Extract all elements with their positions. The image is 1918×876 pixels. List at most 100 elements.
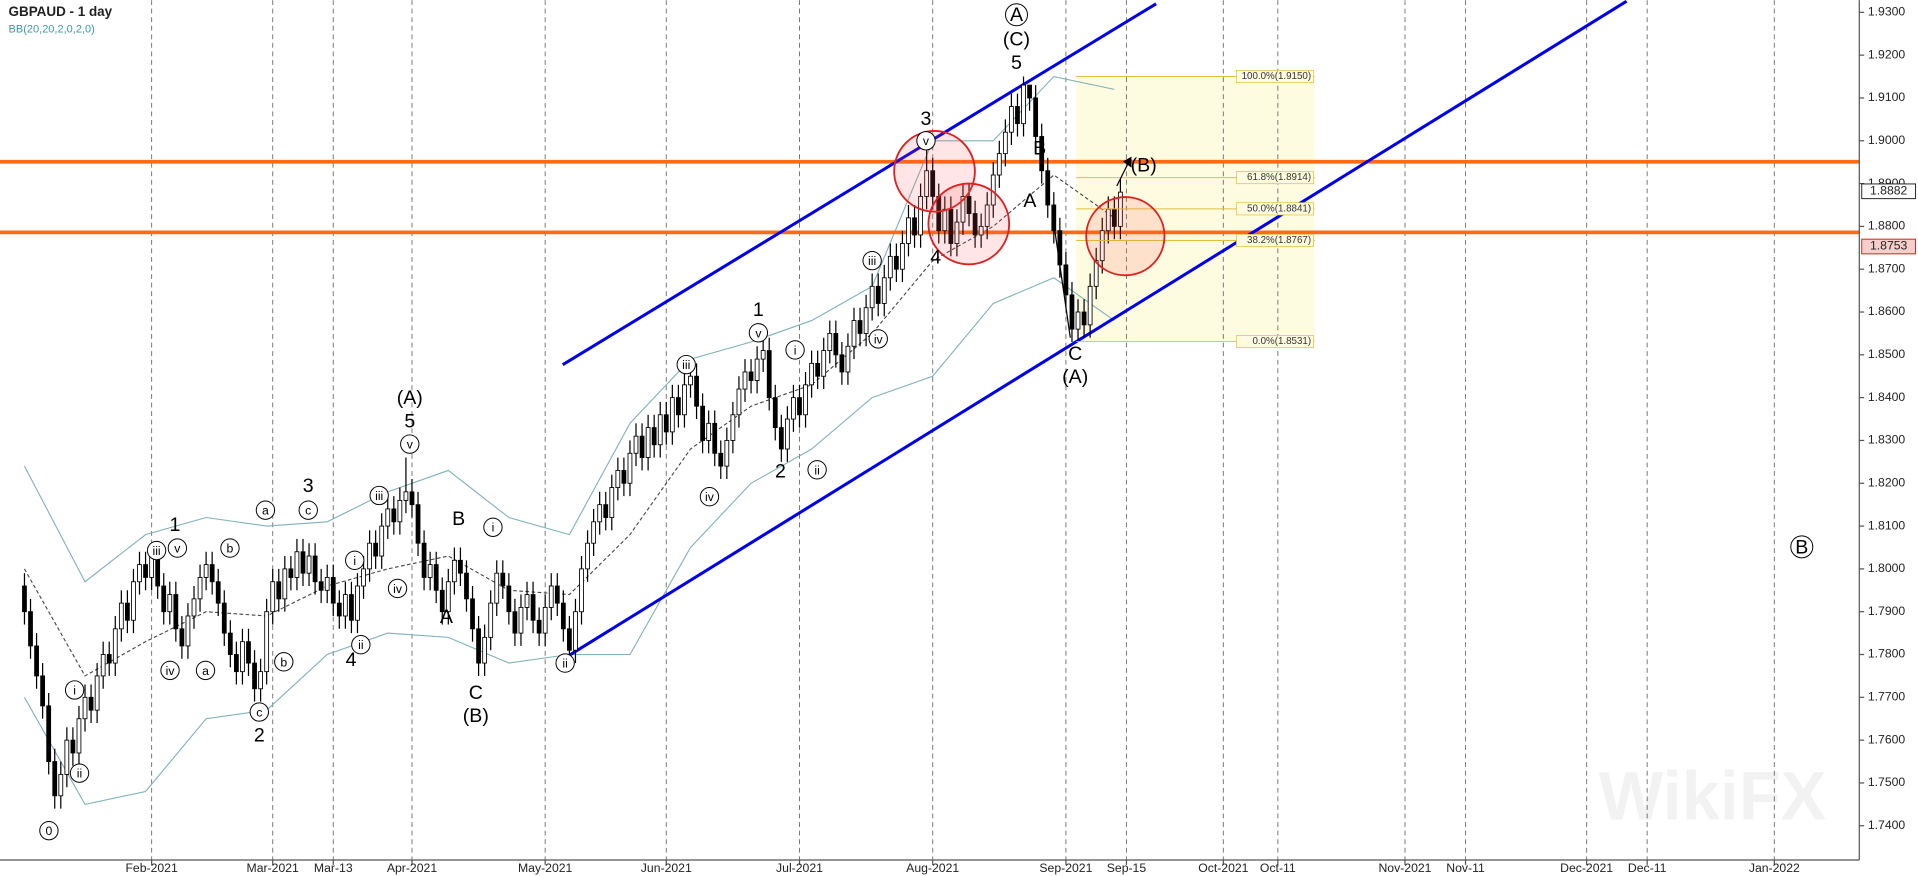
fib-label: 61.8%(1.8914) (1247, 172, 1311, 183)
wave-label: ii (814, 463, 819, 477)
candle-body (567, 628, 572, 651)
wave-label: A (1010, 4, 1024, 26)
candle-body (361, 568, 366, 587)
candle-body (1051, 204, 1057, 232)
candle-body (451, 559, 457, 583)
candle-body (197, 577, 203, 600)
wave-label: C (469, 682, 483, 704)
wave-label: i (73, 683, 76, 697)
wave-label: 1 (169, 514, 180, 536)
wave-label: 4 (346, 649, 357, 671)
candle-body (415, 504, 421, 544)
candle-body (748, 371, 754, 381)
y-tick-label: 1.7800 (1868, 647, 1906, 661)
y-tick-label: 1.8000 (1868, 561, 1906, 575)
candle-body (385, 508, 391, 527)
candle-body (342, 594, 348, 617)
candle-body (1075, 311, 1081, 330)
wave-label: 3 (921, 108, 932, 130)
candle-body (76, 718, 82, 754)
candle-body (887, 255, 893, 279)
wave-circle (369, 485, 389, 506)
y-tick-label: 1.8400 (1868, 390, 1906, 404)
x-tick-label: Jan-2022 (1749, 861, 1800, 875)
candle-body (294, 551, 300, 578)
candle-body (512, 611, 518, 634)
candle-body (118, 602, 124, 630)
candle-body (978, 225, 984, 236)
candle-body (688, 375, 693, 386)
candle-body (500, 572, 506, 587)
candle-body (621, 469, 627, 484)
candle-body (433, 564, 439, 591)
candle-body (28, 611, 33, 647)
candle-body (742, 371, 748, 390)
candle-body (573, 611, 578, 651)
candle-body (778, 427, 784, 450)
candle-body (809, 362, 814, 386)
candle-body (106, 654, 112, 664)
y-tick-label: 1.8200 (1868, 475, 1906, 489)
y-tick-label: 1.8700 (1868, 261, 1906, 275)
candle-body (851, 320, 857, 347)
candle-body (1045, 170, 1051, 206)
candle-body (155, 555, 161, 587)
wave-label: c (256, 705, 262, 719)
wave-circle (160, 660, 180, 681)
candle-body (185, 615, 191, 647)
wave-circle (868, 329, 888, 349)
candle-body (324, 577, 330, 591)
wave-label: B (1795, 536, 1808, 558)
y-tick-label: 1.9300 (1868, 5, 1906, 19)
watermark: WikiFX (1599, 757, 1827, 834)
candle-body (730, 414, 736, 441)
candle-body (46, 705, 52, 762)
candle-body (282, 568, 288, 600)
y-tick-label: 1.7600 (1868, 732, 1906, 746)
candle-body (772, 397, 778, 429)
candle-body (627, 452, 633, 484)
candle-body (137, 564, 142, 583)
candle-body (70, 739, 76, 754)
price-marker-box (1861, 238, 1917, 255)
wave-circle (220, 538, 240, 558)
candle-body (476, 628, 481, 664)
wave-circle (676, 354, 696, 375)
x-tick-label: Dec-2021 (1560, 861, 1613, 875)
candle-body (663, 414, 669, 433)
wave-circle (1790, 535, 1814, 559)
price-marker-label: 1.8753 (1870, 239, 1908, 253)
candle-body (470, 598, 475, 630)
candle-body (240, 641, 245, 673)
candle-body (863, 307, 869, 334)
candle-body (258, 671, 263, 690)
candle-body (1069, 294, 1075, 330)
candle-body (603, 504, 609, 518)
x-tick-label: Nov-2021 (1378, 861, 1431, 875)
wave-label: v (174, 542, 181, 556)
candle-body (530, 594, 536, 621)
candle-body (179, 628, 185, 647)
wave-label: iii (682, 358, 690, 372)
candle-body (966, 195, 972, 214)
candle-body (821, 350, 827, 377)
candle-body (367, 542, 372, 570)
y-tick-label: 1.8500 (1868, 347, 1906, 361)
x-tick-label: Oct-2021 (1198, 861, 1248, 875)
wave-circle (146, 540, 167, 561)
candle-body (1002, 131, 1008, 155)
fib-label-box (1236, 171, 1314, 185)
candle-body (954, 221, 960, 244)
wave-label: A (1023, 190, 1037, 212)
candle-body (1099, 230, 1105, 262)
wave-circle (298, 500, 318, 520)
candle-body (373, 542, 379, 557)
y-tick-label: 1.7400 (1868, 818, 1906, 832)
candle-body (579, 568, 584, 613)
candle-body (766, 350, 772, 399)
candle-body (288, 568, 294, 578)
candle-body (524, 594, 530, 608)
candle-body (839, 354, 845, 373)
candle-body (706, 422, 712, 441)
